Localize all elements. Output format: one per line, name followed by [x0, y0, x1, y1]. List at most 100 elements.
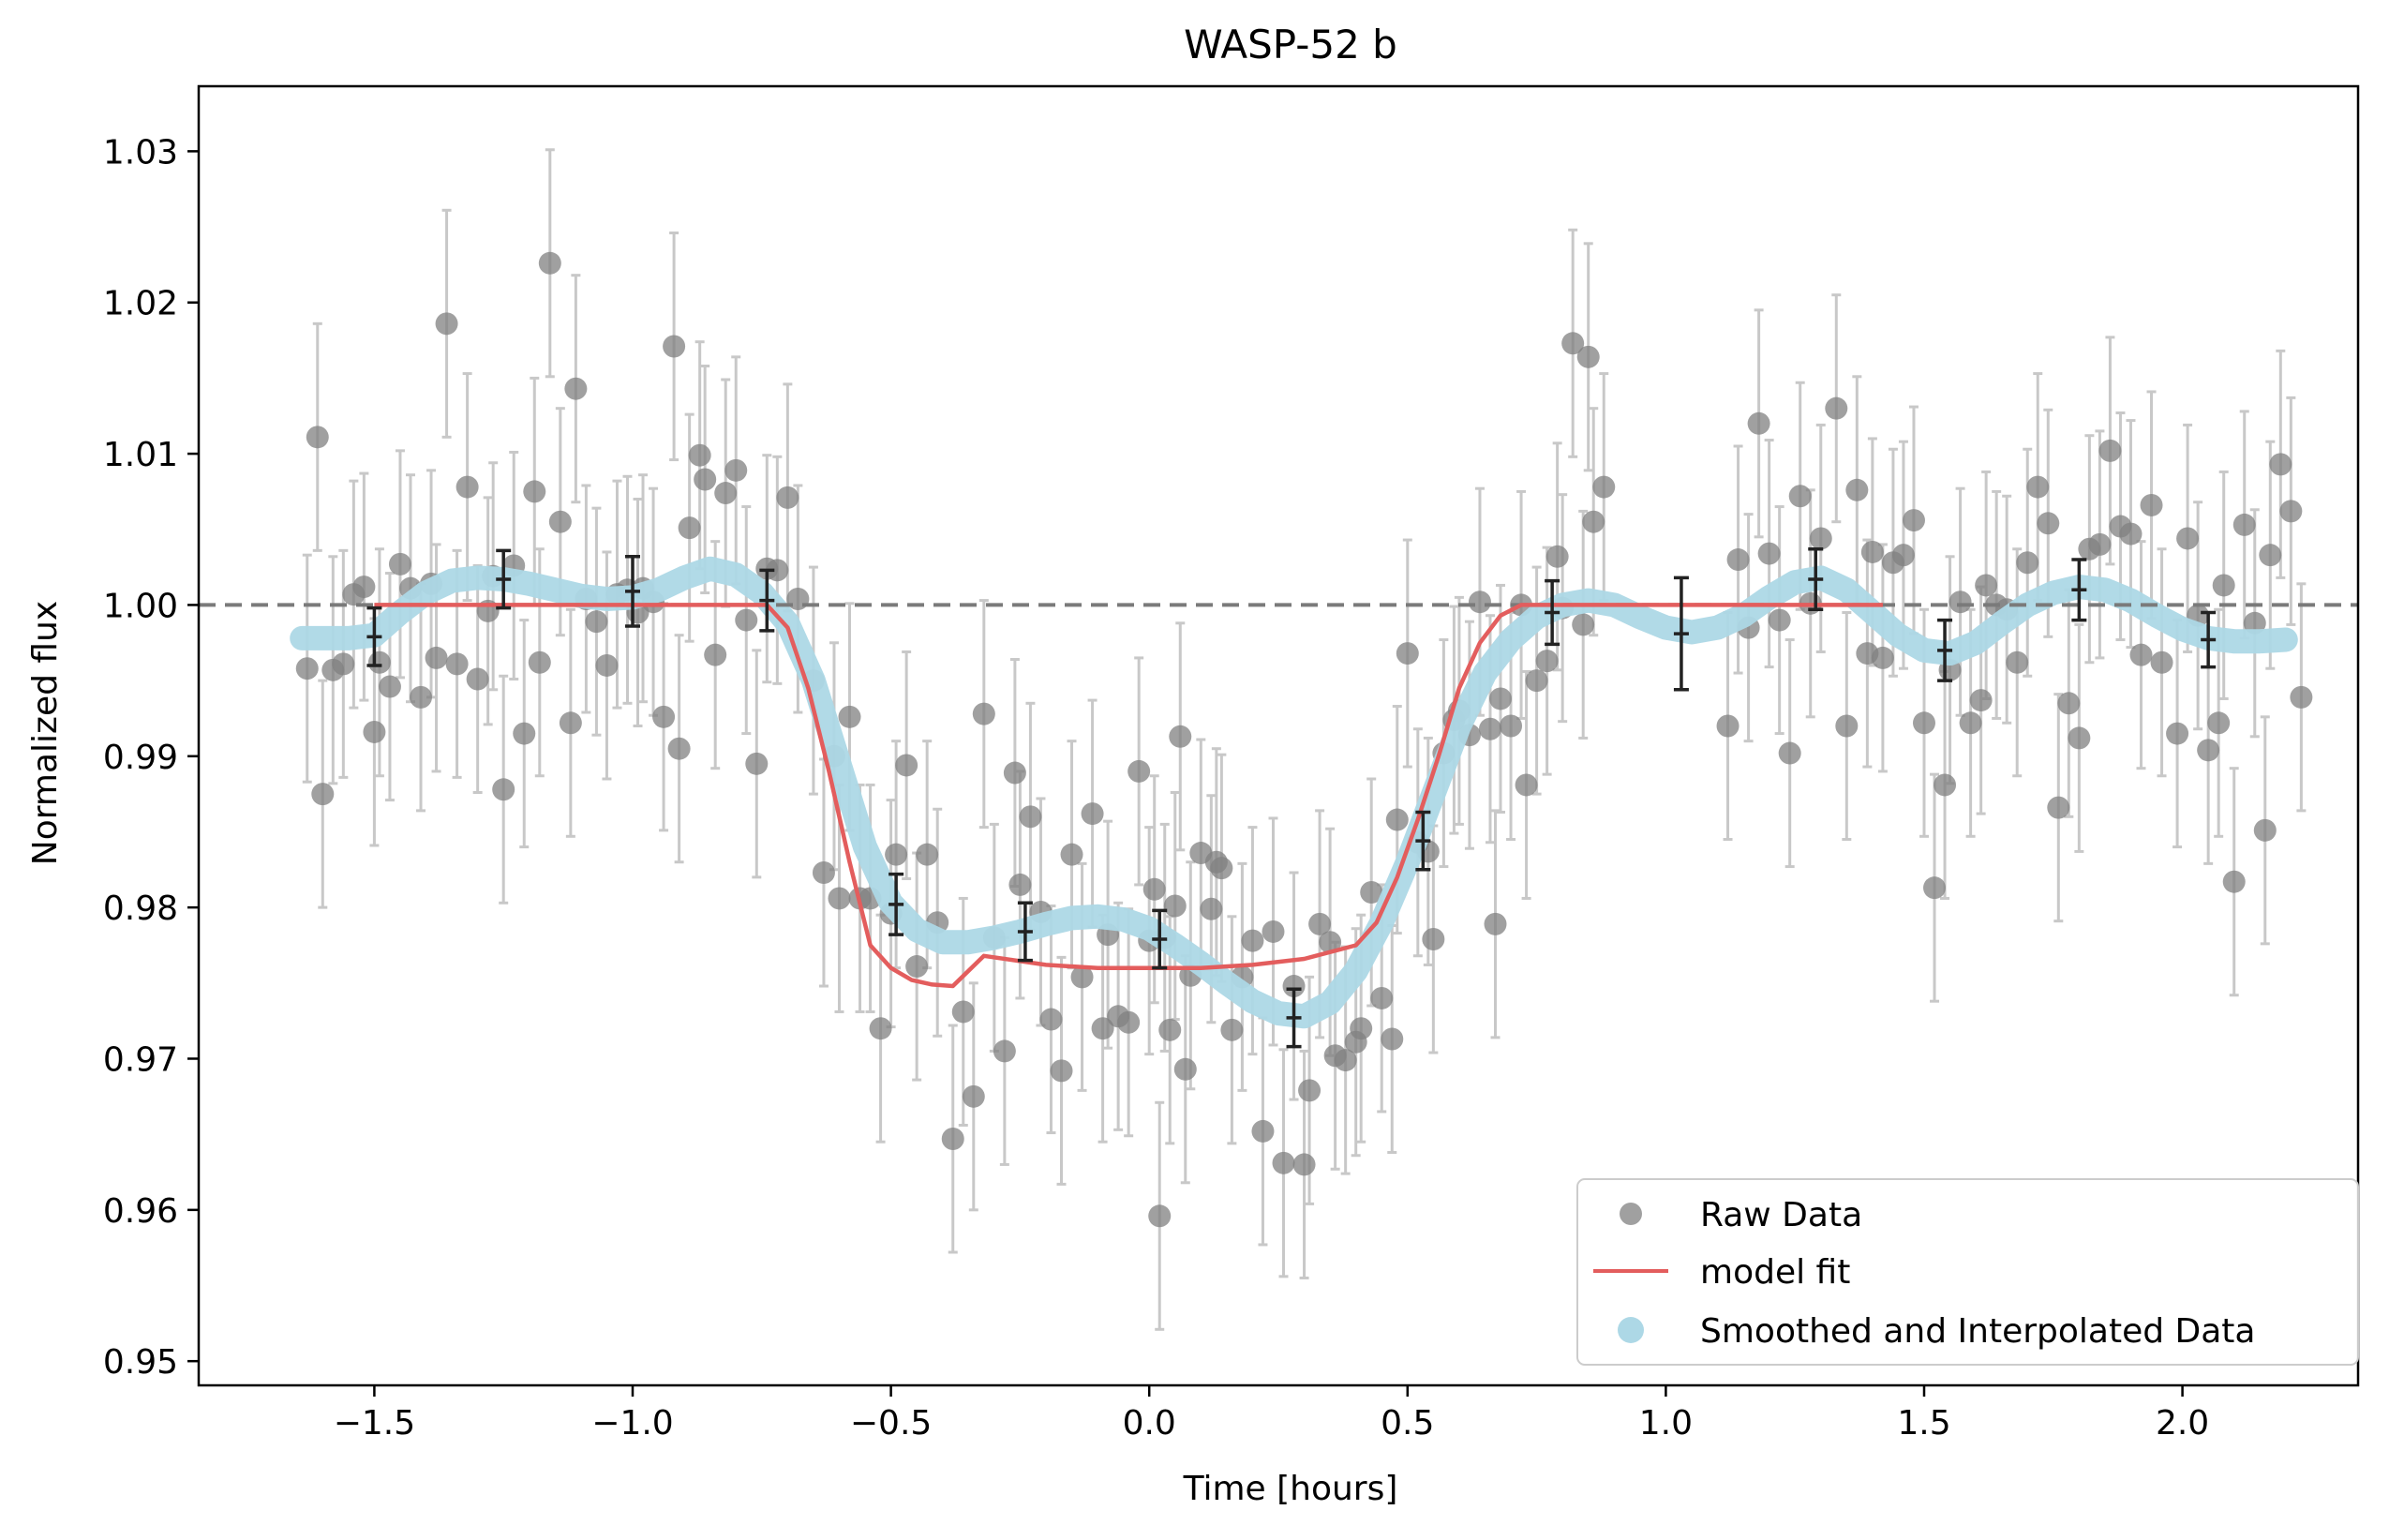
raw-data-point	[1835, 714, 1859, 738]
raw-data-point	[425, 646, 448, 669]
raw-data-point	[2098, 439, 2122, 462]
raw-data-point	[1478, 717, 1501, 740]
raw-data-point	[962, 1084, 985, 1108]
x-tick-label: 2.0	[2156, 1404, 2209, 1443]
raw-data-point	[2057, 692, 2081, 715]
raw-data-point	[905, 955, 929, 979]
raw-data-point	[1934, 773, 1957, 797]
raw-data-point	[1292, 1153, 1316, 1176]
raw-data-point	[2047, 796, 2070, 819]
smoothed-interpolated-line	[290, 556, 2298, 1029]
raw-data-point	[1360, 880, 1383, 904]
chart-title: WASP-52 b	[1184, 22, 1397, 67]
raw-data-point	[1923, 876, 1947, 900]
raw-data-point	[735, 608, 758, 632]
y-axis-label: Normalized flux	[26, 601, 65, 865]
raw-data-point	[1489, 687, 1513, 710]
raw-data-point	[1050, 1059, 1073, 1083]
raw-data-point	[1169, 725, 1192, 748]
legend-model-label: model fit	[1700, 1253, 1850, 1292]
raw-data-point	[2197, 739, 2220, 762]
x-tick-label: −1.0	[591, 1404, 673, 1443]
raw-data-point	[1576, 345, 1600, 368]
raw-data-point	[678, 516, 701, 540]
raw-data-point	[838, 705, 861, 728]
raw-data-point	[528, 650, 551, 674]
raw-data-point	[2150, 650, 2173, 674]
legend-raw-label: Raw Data	[1700, 1196, 1862, 1234]
raw-data-point	[1008, 873, 1032, 896]
raw-data-point	[1385, 808, 1409, 831]
plot-frame	[197, 84, 2360, 1387]
raw-data-point	[667, 737, 691, 760]
raw-data-point	[1788, 485, 1812, 508]
raw-data-point	[1949, 591, 1972, 614]
raw-data-point	[559, 711, 582, 735]
raw-data-point	[2207, 711, 2231, 735]
raw-data-point	[812, 861, 835, 885]
y-tick-label: 0.95	[103, 1343, 178, 1382]
raw-data-point	[1747, 411, 1770, 435]
raw-data-point	[2140, 493, 2163, 516]
raw-data-point	[694, 468, 717, 491]
raw-data-point	[1039, 1008, 1063, 1031]
raw-data-point	[1716, 714, 1740, 738]
raw-data-point	[1902, 509, 1925, 532]
raw-data-point	[1081, 802, 1104, 826]
raw-data-point	[2026, 475, 2050, 499]
raw-data-point	[714, 482, 738, 505]
raw-data-point	[869, 1017, 892, 1040]
raw-data-point	[688, 443, 711, 467]
raw-data-point	[1142, 877, 1166, 901]
raw-data-point	[916, 843, 939, 866]
raw-data-point	[1163, 894, 1187, 918]
raw-data-point	[951, 1000, 975, 1024]
raw-data-point	[2279, 500, 2303, 523]
y-tick-label: 1.02	[103, 285, 178, 323]
raw-data-point	[2037, 512, 2060, 535]
raw-data-point	[1871, 646, 1894, 669]
raw-data-point	[311, 783, 335, 806]
raw-data-point	[1241, 929, 1264, 952]
y-tick-label: 0.97	[103, 1040, 178, 1079]
raw-data-point	[1334, 1049, 1357, 1072]
raw-data-point	[1220, 1018, 1244, 1041]
raw-data-point	[2129, 643, 2153, 666]
legend-smooth-label: Smoothed and Interpolated Data	[1700, 1312, 2255, 1351]
raw-data-point	[1350, 1017, 1373, 1040]
legend: Raw Data model fit Smoothed and Interpol…	[1576, 1178, 2359, 1366]
raw-data-point	[445, 652, 469, 676]
raw-data-point	[2253, 818, 2277, 842]
legend-smooth-marker	[1618, 1317, 1644, 1343]
raw-data-point	[513, 722, 536, 745]
raw-data-point	[972, 702, 995, 725]
raw-data-point	[704, 643, 727, 666]
raw-data-point	[1975, 574, 1998, 597]
raw-data-point	[1200, 897, 1223, 920]
raw-data-point	[1272, 1151, 1295, 1174]
raw-data-point	[2088, 532, 2112, 556]
raw-data-point	[1582, 510, 1605, 533]
raw-data-point	[1251, 1119, 1275, 1143]
raw-data-point	[652, 705, 676, 728]
raw-data-point	[1525, 669, 1548, 693]
raw-data-point	[1070, 965, 1094, 989]
raw-data-point	[993, 1039, 1016, 1063]
raw-data-point	[1091, 1017, 1114, 1040]
y-tick-label: 0.99	[103, 739, 178, 777]
raw-data-point	[1778, 741, 1801, 765]
raw-data-point	[1127, 759, 1151, 783]
raw-data-point	[1468, 591, 1491, 614]
raw-data-point	[745, 752, 769, 775]
raw-data-point	[388, 552, 411, 576]
raw-data-point	[1117, 1010, 1141, 1034]
raw-data-point	[1422, 928, 1445, 951]
x-axis-label: Time [hours]	[1183, 1470, 1398, 1508]
raw-data-point	[1969, 689, 1993, 712]
smoothed-line-group	[290, 556, 2298, 1029]
raw-data-point	[2006, 650, 2029, 674]
raw-data-point	[2232, 513, 2256, 536]
raw-data-point	[1484, 912, 1507, 935]
raw-data-point	[332, 652, 355, 676]
y-tick-label: 0.98	[103, 890, 178, 928]
